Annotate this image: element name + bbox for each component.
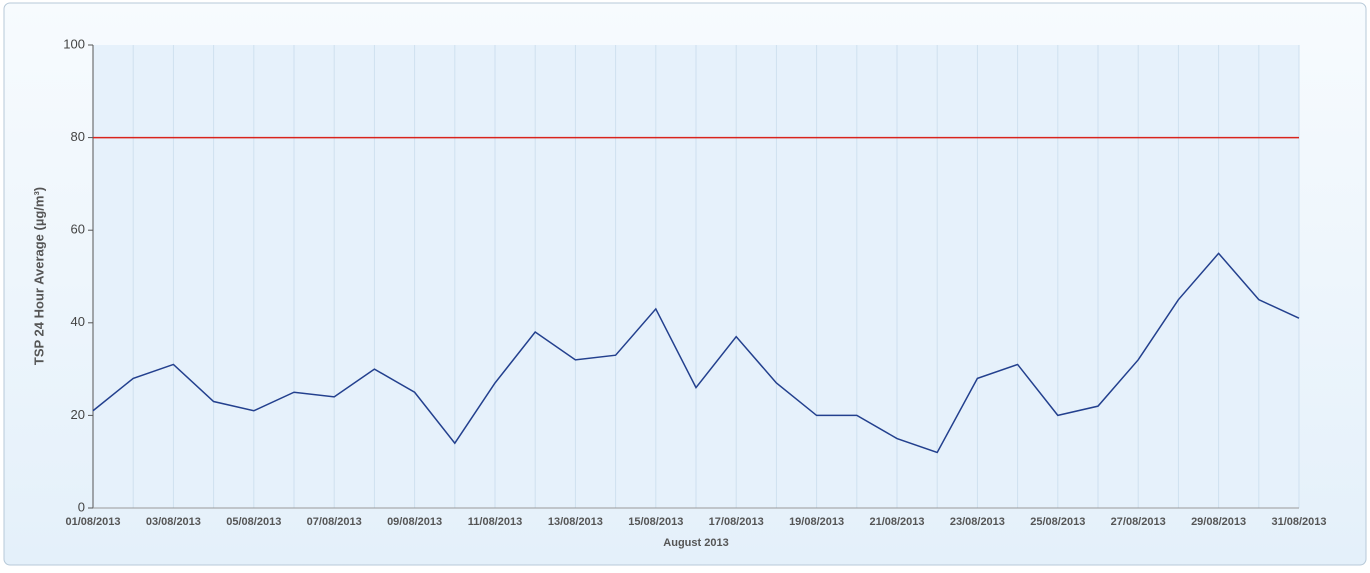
y-tick-label: 0 (78, 499, 85, 514)
x-tick-label: 25/08/2013 (1030, 516, 1085, 528)
x-tick-label: 03/08/2013 (146, 516, 201, 528)
y-axis-label: TSP 24 Hour Average (µg/m³) (31, 187, 46, 365)
data-line (92, 252, 1300, 454)
x-tick-label: 07/08/2013 (307, 516, 362, 528)
x-tick-label: 21/08/2013 (869, 516, 924, 528)
x-tick-label: 09/08/2013 (387, 516, 442, 528)
x-tick-label: 05/08/2013 (226, 516, 281, 528)
x-tick-label: 01/08/2013 (65, 516, 120, 528)
x-tick-label: 29/08/2013 (1191, 516, 1246, 528)
x-tick-label: 13/08/2013 (548, 516, 603, 528)
x-tick-label: 11/08/2013 (468, 516, 522, 528)
x-tick-label: 27/08/2013 (1111, 516, 1166, 528)
x-tick-label: 17/08/2013 (709, 516, 764, 528)
y-tick-label: 20 (71, 407, 85, 422)
y-tick-label: 100 (63, 36, 85, 51)
y-tick-label: 80 (71, 129, 85, 144)
x-tick-label: 19/08/2013 (789, 516, 844, 528)
x-tick-label: 23/08/2013 (950, 516, 1005, 528)
x-tick-label: 31/08/2013 (1271, 516, 1326, 528)
x-tick-label: 15/08/2013 (628, 516, 683, 528)
y-tick-label: 60 (71, 222, 85, 237)
y-tick-label: 40 (71, 314, 85, 329)
x-axis-label: August 2013 (663, 537, 728, 549)
